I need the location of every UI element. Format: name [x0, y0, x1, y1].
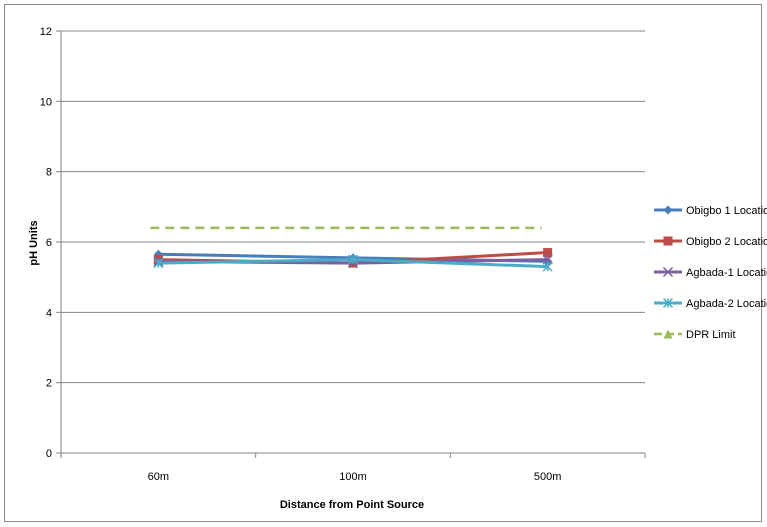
axes: 0 2 4 6 8 10 12 60m 100m 500m	[40, 26, 646, 483]
legend-label: DPR Limit	[686, 329, 736, 341]
y-tick-label: 12	[40, 26, 52, 38]
data-point	[662, 266, 674, 278]
legend-entry: Agbada-1 Location	[654, 266, 767, 279]
data-point	[347, 254, 359, 265]
legend-label: Obigbo 2 Location	[686, 236, 767, 248]
x-tick-label: 500m	[534, 471, 562, 483]
legend-label: Agbada-2 Location	[686, 298, 767, 310]
y-tick-label: 4	[46, 307, 52, 319]
y-tick-label: 2	[46, 378, 52, 390]
legend-entry: Agbada-2 Location	[654, 297, 767, 310]
legend-label: Agbada-1 Location	[686, 267, 767, 279]
gridlines	[61, 30, 645, 454]
data-point	[662, 297, 674, 309]
legend: Obigbo 1 Location Obigbo 2 Location Agbada…	[654, 205, 767, 341]
series-lines	[150, 226, 553, 272]
y-tick-label: 8	[46, 167, 52, 179]
legend-entry: Obigbo 2 Location	[654, 236, 767, 248]
series-agbada-2-location	[153, 254, 553, 272]
legend-label: Obigbo 1 Location	[686, 205, 767, 217]
y-axis-title: pH Units	[28, 220, 40, 265]
data-point	[543, 248, 553, 258]
y-tick-label: 0	[46, 448, 52, 460]
data-point	[542, 261, 553, 272]
y-tick-label: 10	[40, 96, 52, 108]
data-point	[663, 236, 673, 246]
legend-entry: Obigbo 1 Location	[654, 205, 767, 217]
marker-stroke	[662, 266, 674, 278]
data-point	[663, 329, 673, 339]
data-point	[153, 258, 164, 269]
x-tick-label: 100m	[339, 471, 367, 483]
x-tick-label: 60m	[148, 471, 169, 483]
y-tick-label: 6	[46, 237, 52, 249]
x-axis-title: Distance from Point Source	[280, 499, 424, 511]
data-point	[663, 205, 673, 215]
legend-entry: DPR Limit	[654, 329, 736, 341]
